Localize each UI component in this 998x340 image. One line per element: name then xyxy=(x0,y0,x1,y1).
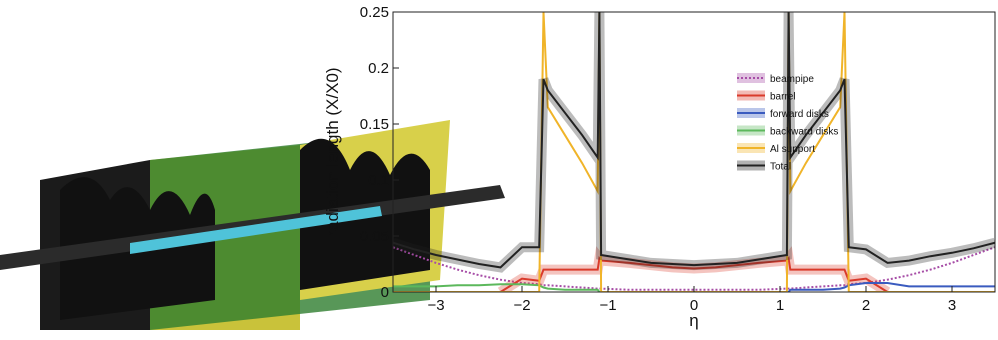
y-tick-label: 0.2 xyxy=(368,60,389,77)
uncertainty-band xyxy=(393,12,995,273)
detector-render xyxy=(0,120,505,330)
x-tick-label: 3 xyxy=(948,297,956,314)
x-tick-label: −1 xyxy=(599,297,616,314)
legend-label: Total xyxy=(770,162,791,173)
inner-tracker xyxy=(130,206,382,254)
axes-frame xyxy=(392,11,996,293)
y-tick-label: 0.25 xyxy=(360,4,389,21)
series-line xyxy=(787,282,995,292)
plot-area xyxy=(393,12,995,292)
x-axis-label: η xyxy=(689,311,698,330)
legend-label: Al support xyxy=(770,144,815,155)
series-line xyxy=(393,12,995,269)
x-tick-label: −3 xyxy=(427,297,444,314)
y-tick-label: 0.1 xyxy=(368,172,389,189)
y-axis-label: radiation length (X/X0) xyxy=(323,67,342,236)
y-tick-label: 0.15 xyxy=(360,116,389,133)
series-line xyxy=(499,255,889,292)
y-tick-label: 0 xyxy=(381,284,389,301)
legend-label: forward disks xyxy=(770,109,829,120)
legend-label: beampipe xyxy=(770,74,814,85)
x-tick-label: 0 xyxy=(690,297,698,314)
y-tick-label: 0.05 xyxy=(360,228,389,245)
x-tick-label: −2 xyxy=(513,297,530,314)
legend-label: barrel xyxy=(770,92,796,103)
legend-label: backward disks xyxy=(770,127,838,138)
x-tick-label: 1 xyxy=(776,297,784,314)
series-line xyxy=(393,283,601,292)
series-line xyxy=(393,12,995,292)
x-tick-label: 2 xyxy=(862,297,870,314)
